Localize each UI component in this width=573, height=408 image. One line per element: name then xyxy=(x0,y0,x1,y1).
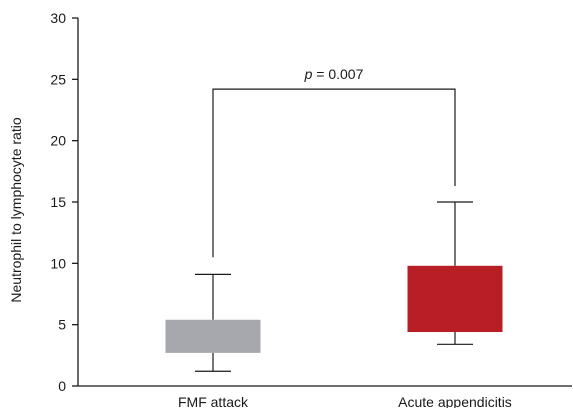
p-value-label: p = 0.007 xyxy=(304,66,364,82)
y-tick-label: 0 xyxy=(58,378,66,394)
x-tick-label: FMF attack xyxy=(178,394,249,408)
y-tick-label: 30 xyxy=(50,10,66,26)
y-axis-label: Neutrophil to lymphocyte ratio xyxy=(8,117,24,302)
x-tick-label: Acute appendicitis xyxy=(398,394,512,408)
y-tick-label: 10 xyxy=(50,255,66,271)
p-value: = 0.007 xyxy=(312,66,363,82)
y-ticks: 0 5 10 15 20 25 30 xyxy=(50,10,78,394)
significance-annotation: p = 0.007 xyxy=(212,66,456,258)
iqr-box xyxy=(165,319,261,353)
x-tick-labels: FMF attack Acute appendicitis xyxy=(178,394,512,408)
significance-bracket xyxy=(212,88,456,258)
iqr-box xyxy=(407,265,503,333)
p-symbol: p xyxy=(304,66,313,82)
y-tick-label: 25 xyxy=(50,71,66,87)
y-tick-label: 15 xyxy=(50,194,66,210)
boxes-layer xyxy=(165,201,503,372)
box-fmf-attack xyxy=(165,273,261,372)
box-acute-appendicitis xyxy=(407,201,503,345)
y-tick-label: 5 xyxy=(58,317,66,333)
y-tick-label: 20 xyxy=(50,133,66,149)
